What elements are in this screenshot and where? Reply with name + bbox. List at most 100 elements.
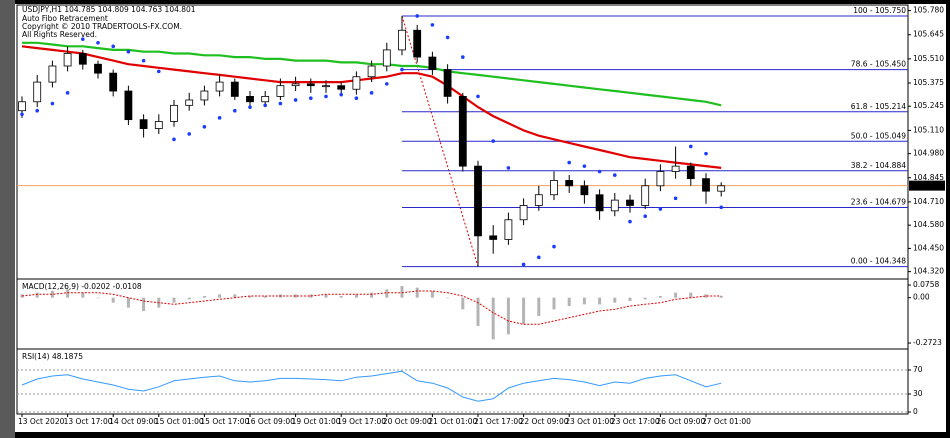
y-tick-label: 105.645 xyxy=(913,30,944,39)
y-tick-label: 104.450 xyxy=(913,243,944,252)
sar-dot xyxy=(263,103,268,108)
sar-dot xyxy=(187,132,191,136)
candle-body xyxy=(717,185,726,192)
sar-dot xyxy=(339,92,344,97)
macd-bar xyxy=(658,296,662,298)
macd-bar xyxy=(674,292,678,298)
y-tick-label: 30 xyxy=(913,389,923,398)
fibo-label: 50.0 - 105.049 xyxy=(851,131,906,140)
candle-body xyxy=(33,81,42,103)
macd-bar xyxy=(476,297,480,326)
candle-body xyxy=(565,180,574,187)
macd-bar xyxy=(187,297,191,300)
candle-body xyxy=(306,83,315,87)
sar-dot xyxy=(35,108,39,113)
candle-body xyxy=(154,121,163,129)
macd-bar xyxy=(567,297,571,306)
x-tick-label: 26 Oct 09:00 xyxy=(656,417,705,426)
price-box-label: 104.801 xyxy=(912,181,943,190)
x-tick-label: 16 Oct 09:00 xyxy=(246,417,295,426)
y-tick-label: 104.845 xyxy=(913,173,944,182)
macd-bar xyxy=(522,297,526,325)
sar-dot xyxy=(506,166,511,170)
candle-body xyxy=(610,199,619,212)
macd-bar xyxy=(233,294,237,298)
macd-bar xyxy=(202,296,206,298)
candle-body xyxy=(519,205,528,221)
sar-dot xyxy=(567,160,571,165)
sar-dot xyxy=(141,58,146,63)
sar-dot xyxy=(658,207,663,211)
sar-dot xyxy=(293,98,298,102)
fibo-label: 78.6 - 105.450 xyxy=(851,60,906,69)
candle-body xyxy=(322,85,330,88)
fibo-label: 61.8 - 105.214 xyxy=(851,102,906,111)
fibo-label: 23.6 - 104.679 xyxy=(851,197,906,206)
macd-bar xyxy=(689,292,693,298)
sar-dot xyxy=(96,40,100,45)
sar-dot xyxy=(248,105,252,109)
price-box xyxy=(909,180,945,191)
sar-dot xyxy=(111,44,115,49)
candle-body xyxy=(94,63,102,74)
macd-bar xyxy=(537,297,541,316)
candle-body xyxy=(671,165,680,172)
candle-body xyxy=(337,85,346,90)
sar-dot xyxy=(673,196,678,201)
y-tick-label: 0 xyxy=(913,407,918,416)
sar-dot xyxy=(217,116,222,120)
sar-dot xyxy=(491,139,496,143)
panel-title: MACD(12,26,9) -0.0202 -0.0108 xyxy=(22,282,142,291)
sar-dot xyxy=(719,205,723,210)
sar-dot xyxy=(369,91,374,95)
x-tick-label: 19 Oct 01:00 xyxy=(292,417,341,426)
candle-body xyxy=(702,178,710,192)
macd-bar xyxy=(385,289,389,298)
sar-dot xyxy=(126,49,131,54)
sar-dot xyxy=(309,96,313,100)
x-tick-label: 21 Oct 17:00 xyxy=(474,417,523,426)
macd-bar xyxy=(81,292,85,298)
y-tick-label: 105.375 xyxy=(913,78,944,87)
macd-bar xyxy=(643,297,647,300)
macd-bar xyxy=(552,297,556,310)
x-tick-label: 23 Oct 01:00 xyxy=(565,417,614,426)
macd-bar xyxy=(50,291,54,298)
x-tick-label: 13 Oct 17:00 xyxy=(64,417,113,426)
macd-bar xyxy=(506,297,510,335)
sar-dot xyxy=(278,101,283,106)
macd-bar xyxy=(491,297,495,340)
macd-bar xyxy=(142,297,146,311)
candle-body xyxy=(580,185,589,196)
candle-body xyxy=(215,81,224,92)
candle-body xyxy=(443,69,452,97)
y-tick-label: 70 xyxy=(913,365,923,374)
annotation: Copyright © 2010 TRADERTOOLS-FX.COM. xyxy=(22,22,182,31)
candle-body xyxy=(382,49,391,67)
candle-body xyxy=(686,165,695,180)
macd-bar xyxy=(415,287,419,298)
sar-dot xyxy=(537,255,541,260)
sar-dot xyxy=(643,214,647,219)
x-tick-label: 19 Oct 17:00 xyxy=(337,417,386,426)
macd-bar xyxy=(339,296,343,298)
chart-title: USDJPY,H1 104.785 104.809 104.763 104.80… xyxy=(22,5,196,14)
y-tick-label: -0.2723 xyxy=(913,338,942,347)
candle-body xyxy=(246,96,254,103)
macd-bar xyxy=(628,297,632,301)
candle-body xyxy=(139,119,148,129)
candle-body xyxy=(291,83,300,87)
y-tick-label: 105.780 xyxy=(913,6,944,15)
candle-body xyxy=(656,171,665,187)
y-tick-label: 104.710 xyxy=(913,197,944,206)
candle-body xyxy=(595,194,604,212)
sar-dot xyxy=(552,244,556,249)
rsi-line xyxy=(21,370,722,402)
panel-frame xyxy=(16,348,909,415)
x-tick-label: 15 Oct 17:00 xyxy=(200,417,249,426)
x-tick-label: 14 Oct 09:00 xyxy=(109,417,158,426)
macd-bar xyxy=(446,297,450,299)
sar-dot xyxy=(400,67,404,72)
macd-bar xyxy=(354,294,358,298)
